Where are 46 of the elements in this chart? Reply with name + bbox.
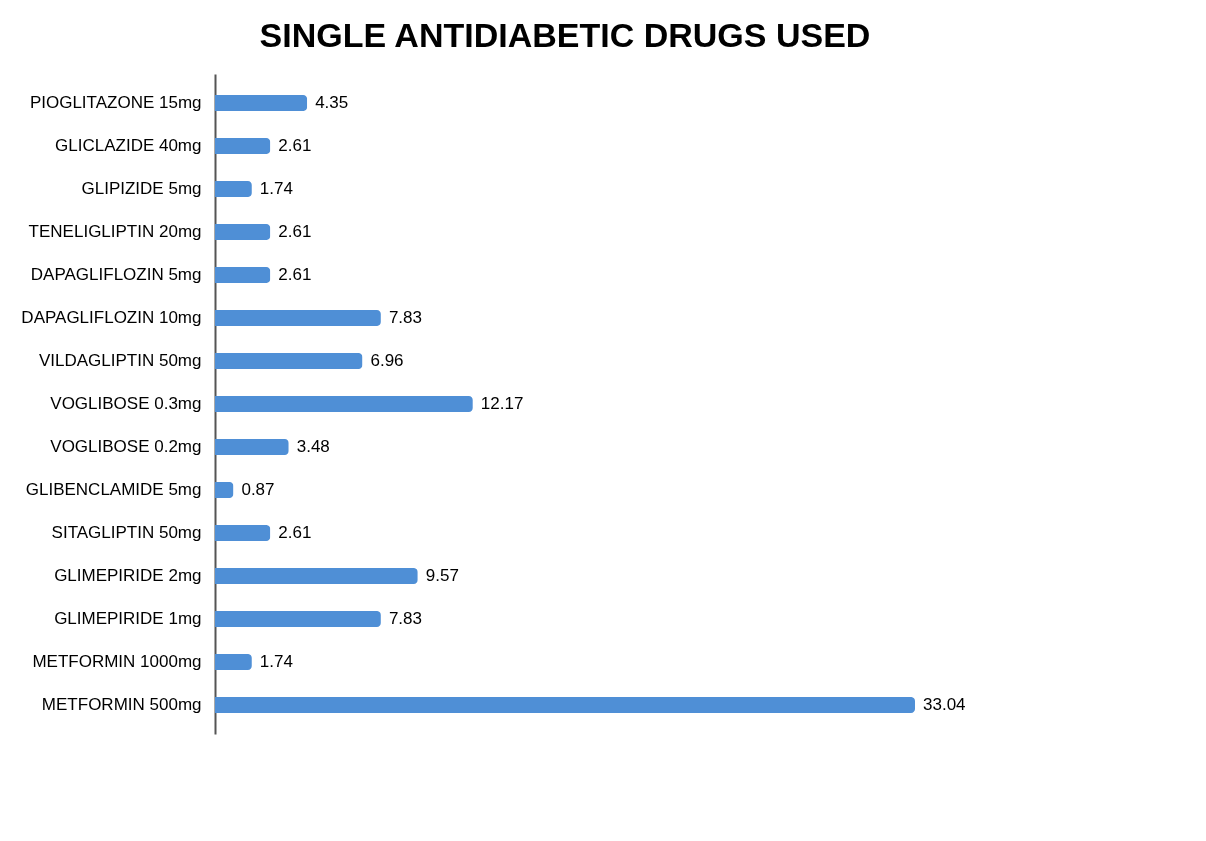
data-label: 1.74 [259, 651, 293, 671]
bar [215, 353, 363, 369]
y-tick-label: DAPAGLIFLOZIN 10mg [21, 308, 202, 328]
data-label: 9.57 [425, 565, 459, 585]
data-label: 3.48 [296, 437, 330, 456]
y-tick-label: METFORMIN 1000mg [32, 651, 202, 671]
bar [215, 138, 271, 155]
data-label: 2.61 [278, 136, 312, 156]
data-label: 4.35 [315, 93, 349, 113]
data-label: 2.61 [278, 222, 312, 242]
y-tick-label: METFORMIN 500mg [41, 694, 202, 714]
bar [215, 396, 473, 412]
y-tick-label: SITAGLIPTIN 50mg [51, 522, 202, 542]
bar [215, 524, 271, 541]
bar [215, 696, 915, 713]
bar [215, 181, 252, 198]
bar [215, 567, 418, 584]
bar [215, 310, 381, 327]
bar [215, 439, 289, 455]
bar [215, 610, 381, 627]
data-label: 7.83 [388, 608, 422, 628]
bar [215, 653, 252, 670]
bar [215, 267, 271, 284]
bar [215, 481, 234, 498]
y-tick-label: GLICLAZIDE 40mg [55, 136, 202, 156]
y-tick-label: GLIMEPIRIDE 1mg [54, 608, 202, 628]
y-tick-label: GLIBENCLAMIDE 5mg [25, 479, 202, 499]
data-label: 33.04 [923, 694, 966, 714]
data-label: 12.17 [480, 394, 524, 413]
y-tick-label: VILDAGLIPTIN 50mg [38, 351, 202, 370]
y-tick-label: GLIMEPIRIDE 2mg [54, 565, 202, 585]
chart-title: SINGLE ANTIDIABETIC DRUGS USED [259, 16, 871, 54]
data-label: 2.61 [278, 522, 312, 542]
data-label: 0.87 [241, 479, 275, 499]
data-label: 2.61 [278, 265, 312, 285]
data-label: 1.74 [259, 179, 293, 199]
y-tick-label: TENELIGLIPTIN 20mg [28, 222, 202, 242]
data-label: 6.96 [370, 351, 404, 370]
y-tick-label: PIOGLITAZONE 15mg [29, 93, 202, 113]
y-tick-label: GLIPIZIDE 5mg [81, 179, 202, 199]
bar [215, 224, 271, 241]
y-tick-label: DAPAGLIFLOZIN 5mg [30, 265, 202, 285]
y-tick-label: VOGLIBOSE 0.3mg [50, 394, 202, 413]
data-label: 7.83 [388, 308, 422, 328]
bar [215, 95, 308, 112]
y-tick-label: VOGLIBOSE 0.2mg [50, 437, 202, 456]
